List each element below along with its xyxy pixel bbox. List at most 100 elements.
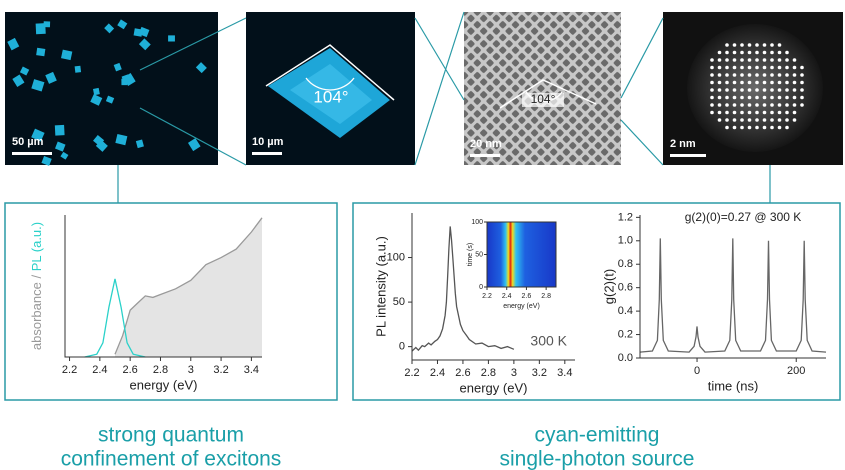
atom bbox=[733, 66, 737, 70]
scale-bar-label: 10 µm bbox=[252, 136, 284, 148]
atom bbox=[755, 66, 759, 70]
atom bbox=[785, 126, 789, 130]
atom bbox=[718, 111, 722, 115]
atom bbox=[770, 81, 774, 85]
y-axis-label: absorbance / PL (a.u.) bbox=[29, 222, 44, 350]
x-axis-label: energy (eV) bbox=[460, 380, 528, 395]
atom bbox=[740, 66, 744, 70]
atom bbox=[748, 73, 752, 77]
atom bbox=[710, 88, 714, 92]
atom bbox=[770, 111, 774, 115]
y-tick-label: 0.6 bbox=[618, 282, 633, 294]
atom bbox=[740, 81, 744, 85]
x-tick-label: 2.8 bbox=[481, 367, 496, 379]
atom bbox=[740, 111, 744, 115]
atom bbox=[725, 81, 729, 85]
y-tick-label: 0.0 bbox=[618, 352, 633, 364]
atom bbox=[778, 126, 782, 130]
atom bbox=[793, 88, 797, 92]
atom bbox=[725, 118, 729, 122]
atom bbox=[748, 66, 752, 70]
micrograph: 50 µm bbox=[5, 12, 218, 166]
y-tick-label: 100 bbox=[471, 219, 483, 226]
y-label-part: PL bbox=[29, 256, 44, 272]
atom bbox=[793, 58, 797, 62]
y-axis-label: PL intensity (a.u.) bbox=[373, 236, 388, 337]
atom bbox=[710, 58, 714, 62]
x-axis-label: energy (eV) bbox=[503, 303, 540, 310]
flake bbox=[121, 79, 127, 86]
atom bbox=[718, 66, 722, 70]
atom bbox=[770, 88, 774, 92]
y-tick-label: 50 bbox=[475, 251, 483, 258]
atom bbox=[793, 96, 797, 100]
atom bbox=[763, 81, 767, 85]
atom bbox=[770, 43, 774, 47]
y-axis-label: g(2)(t) bbox=[601, 269, 616, 304]
atom bbox=[718, 103, 722, 107]
atom bbox=[755, 73, 759, 77]
y-axis-label: time (s) bbox=[467, 243, 474, 266]
atom bbox=[733, 126, 737, 130]
atom bbox=[763, 96, 767, 100]
atom bbox=[755, 58, 759, 62]
atom bbox=[725, 43, 729, 47]
atom bbox=[725, 96, 729, 100]
atom bbox=[725, 88, 729, 92]
x-axis-label: energy (eV) bbox=[130, 377, 198, 392]
atom bbox=[733, 88, 737, 92]
atom bbox=[740, 118, 744, 122]
atom bbox=[763, 66, 767, 70]
flake bbox=[134, 28, 143, 36]
scale-bar-label: 50 µm bbox=[12, 136, 44, 148]
atom bbox=[800, 73, 804, 77]
atom bbox=[778, 103, 782, 107]
x-tick-label: 2.4 bbox=[430, 367, 445, 379]
y-label-part: (a.u.) bbox=[29, 222, 44, 252]
atom bbox=[785, 88, 789, 92]
atom bbox=[733, 43, 737, 47]
atom bbox=[785, 118, 789, 122]
atom bbox=[793, 103, 797, 107]
area bbox=[115, 218, 262, 357]
x-tick-label: 3.4 bbox=[244, 364, 259, 376]
atom bbox=[800, 81, 804, 85]
x-tick-label: 200 bbox=[787, 365, 805, 377]
atom bbox=[770, 103, 774, 107]
y-label-part: / bbox=[29, 275, 44, 279]
atom bbox=[748, 118, 752, 122]
atom bbox=[740, 103, 744, 107]
x-tick-label: 0 bbox=[694, 365, 700, 377]
atom bbox=[778, 43, 782, 47]
atom bbox=[763, 118, 767, 122]
atom bbox=[785, 66, 789, 70]
atom bbox=[718, 58, 722, 62]
y-tick-label: 0 bbox=[399, 341, 405, 353]
y-tick-label: 0.4 bbox=[618, 305, 633, 317]
x-tick-label: 2.6 bbox=[123, 364, 138, 376]
atom bbox=[725, 73, 729, 77]
atom bbox=[770, 118, 774, 122]
atom bbox=[778, 73, 782, 77]
atom bbox=[755, 118, 759, 122]
atom bbox=[793, 81, 797, 85]
x-axis-label: time (ns) bbox=[708, 378, 759, 393]
atom bbox=[710, 96, 714, 100]
angle-label: 104° bbox=[531, 92, 556, 106]
micrograph: 104° 10 µm bbox=[246, 12, 415, 165]
atom bbox=[710, 103, 714, 107]
atom bbox=[725, 66, 729, 70]
micrograph: 2 nm bbox=[663, 12, 843, 165]
line bbox=[640, 238, 826, 352]
atom bbox=[785, 73, 789, 77]
atom bbox=[718, 73, 722, 77]
flake bbox=[93, 88, 100, 95]
atom bbox=[710, 81, 714, 85]
atom bbox=[778, 51, 782, 55]
atom bbox=[733, 81, 737, 85]
atom bbox=[770, 73, 774, 77]
atom bbox=[718, 96, 722, 100]
atom bbox=[793, 66, 797, 70]
scale-bar-label: 20 nm bbox=[470, 138, 502, 150]
atom bbox=[748, 51, 752, 55]
